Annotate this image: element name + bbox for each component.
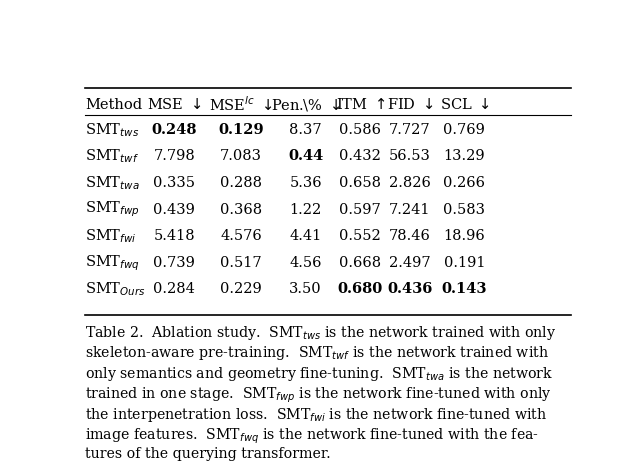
Text: 1.22: 1.22 xyxy=(289,203,322,217)
Text: 0.439: 0.439 xyxy=(154,203,195,217)
Text: SMT$_{\mathit{tws}}$: SMT$_{\mathit{tws}}$ xyxy=(85,121,140,139)
Text: 0.143: 0.143 xyxy=(442,283,487,297)
Text: MSE$^{lc}$ $\downarrow$: MSE$^{lc}$ $\downarrow$ xyxy=(209,95,273,114)
Text: Pen.\% $\downarrow$: Pen.\% $\downarrow$ xyxy=(271,97,340,113)
Text: 0.229: 0.229 xyxy=(220,283,262,297)
Text: only semantics and geometry fine-tuning.  SMT$_{\mathit{twa}}$ is the network: only semantics and geometry fine-tuning.… xyxy=(85,365,553,383)
Text: 0.432: 0.432 xyxy=(339,149,381,163)
Text: 7.241: 7.241 xyxy=(389,203,431,217)
Text: tures of the querying transformer.: tures of the querying transformer. xyxy=(85,447,331,461)
Text: 0.552: 0.552 xyxy=(339,229,381,243)
Text: 0.368: 0.368 xyxy=(220,203,262,217)
Text: SMT$_{\mathit{Ours}}$: SMT$_{\mathit{Ours}}$ xyxy=(85,281,146,298)
Text: 0.266: 0.266 xyxy=(444,176,485,190)
Text: 8.37: 8.37 xyxy=(289,123,322,137)
Text: 2.826: 2.826 xyxy=(389,176,431,190)
Text: 7.083: 7.083 xyxy=(220,149,262,163)
Text: 0.583: 0.583 xyxy=(444,203,485,217)
Text: 13.29: 13.29 xyxy=(444,149,485,163)
Text: 78.46: 78.46 xyxy=(389,229,431,243)
Text: 0.335: 0.335 xyxy=(153,176,195,190)
Text: ITM $\uparrow$: ITM $\uparrow$ xyxy=(335,97,385,112)
Text: 0.739: 0.739 xyxy=(154,256,195,270)
Text: 3.50: 3.50 xyxy=(289,283,322,297)
Text: SMT$_{\mathit{twf}}$: SMT$_{\mathit{twf}}$ xyxy=(85,148,139,165)
Text: 5.418: 5.418 xyxy=(154,229,195,243)
Text: 7.727: 7.727 xyxy=(389,123,431,137)
Text: SMT$_{\mathit{twa}}$: SMT$_{\mathit{twa}}$ xyxy=(85,174,140,192)
Text: SCL $\downarrow$: SCL $\downarrow$ xyxy=(440,97,489,112)
Text: 7.798: 7.798 xyxy=(154,149,195,163)
Text: 0.248: 0.248 xyxy=(152,123,197,137)
Text: 0.129: 0.129 xyxy=(218,123,264,137)
Text: 0.769: 0.769 xyxy=(444,123,485,137)
Text: 0.517: 0.517 xyxy=(220,256,262,270)
Text: 4.41: 4.41 xyxy=(289,229,322,243)
Text: 0.586: 0.586 xyxy=(339,123,381,137)
Text: 0.597: 0.597 xyxy=(339,203,381,217)
Text: SMT$_{\mathit{fwi}}$: SMT$_{\mathit{fwi}}$ xyxy=(85,227,137,245)
Text: Method: Method xyxy=(85,98,142,112)
Text: 4.56: 4.56 xyxy=(289,256,322,270)
Text: skeleton-aware pre-training.  SMT$_{\mathit{twf}}$ is the network trained with: skeleton-aware pre-training. SMT$_{\math… xyxy=(85,345,549,362)
Text: 0.680: 0.680 xyxy=(338,283,383,297)
Text: the interpenetration loss.  SMT$_{\mathit{fwi}}$ is the network fine-tuned with: the interpenetration loss. SMT$_{\mathit… xyxy=(85,406,547,424)
Text: SMT$_{\mathit{fwp}}$: SMT$_{\mathit{fwp}}$ xyxy=(85,200,140,219)
Text: 0.658: 0.658 xyxy=(339,176,381,190)
Text: MSE $\downarrow$: MSE $\downarrow$ xyxy=(147,97,202,112)
Text: Table 2.  Ablation study.  SMT$_{\mathit{tws}}$ is the network trained with only: Table 2. Ablation study. SMT$_{\mathit{t… xyxy=(85,324,556,342)
Text: 0.284: 0.284 xyxy=(154,283,195,297)
Text: 0.44: 0.44 xyxy=(288,149,323,163)
Text: 2.497: 2.497 xyxy=(389,256,431,270)
Text: 0.668: 0.668 xyxy=(339,256,381,270)
Text: 0.191: 0.191 xyxy=(444,256,485,270)
Text: FID $\downarrow$: FID $\downarrow$ xyxy=(387,97,433,112)
Text: trained in one stage.  SMT$_{\mathit{fwp}}$ is the network fine-tuned with only: trained in one stage. SMT$_{\mathit{fwp}… xyxy=(85,385,552,405)
Text: 56.53: 56.53 xyxy=(389,149,431,163)
Text: SMT$_{\mathit{fwq}}$: SMT$_{\mathit{fwq}}$ xyxy=(85,253,140,273)
Text: 18.96: 18.96 xyxy=(444,229,485,243)
Text: 0.436: 0.436 xyxy=(387,283,433,297)
Text: 5.36: 5.36 xyxy=(289,176,322,190)
Text: image features.  SMT$_{\mathit{fwq}}$ is the network fine-tuned with the fea-: image features. SMT$_{\mathit{fwq}}$ is … xyxy=(85,426,539,446)
Text: 0.288: 0.288 xyxy=(220,176,262,190)
Text: 4.576: 4.576 xyxy=(220,229,262,243)
